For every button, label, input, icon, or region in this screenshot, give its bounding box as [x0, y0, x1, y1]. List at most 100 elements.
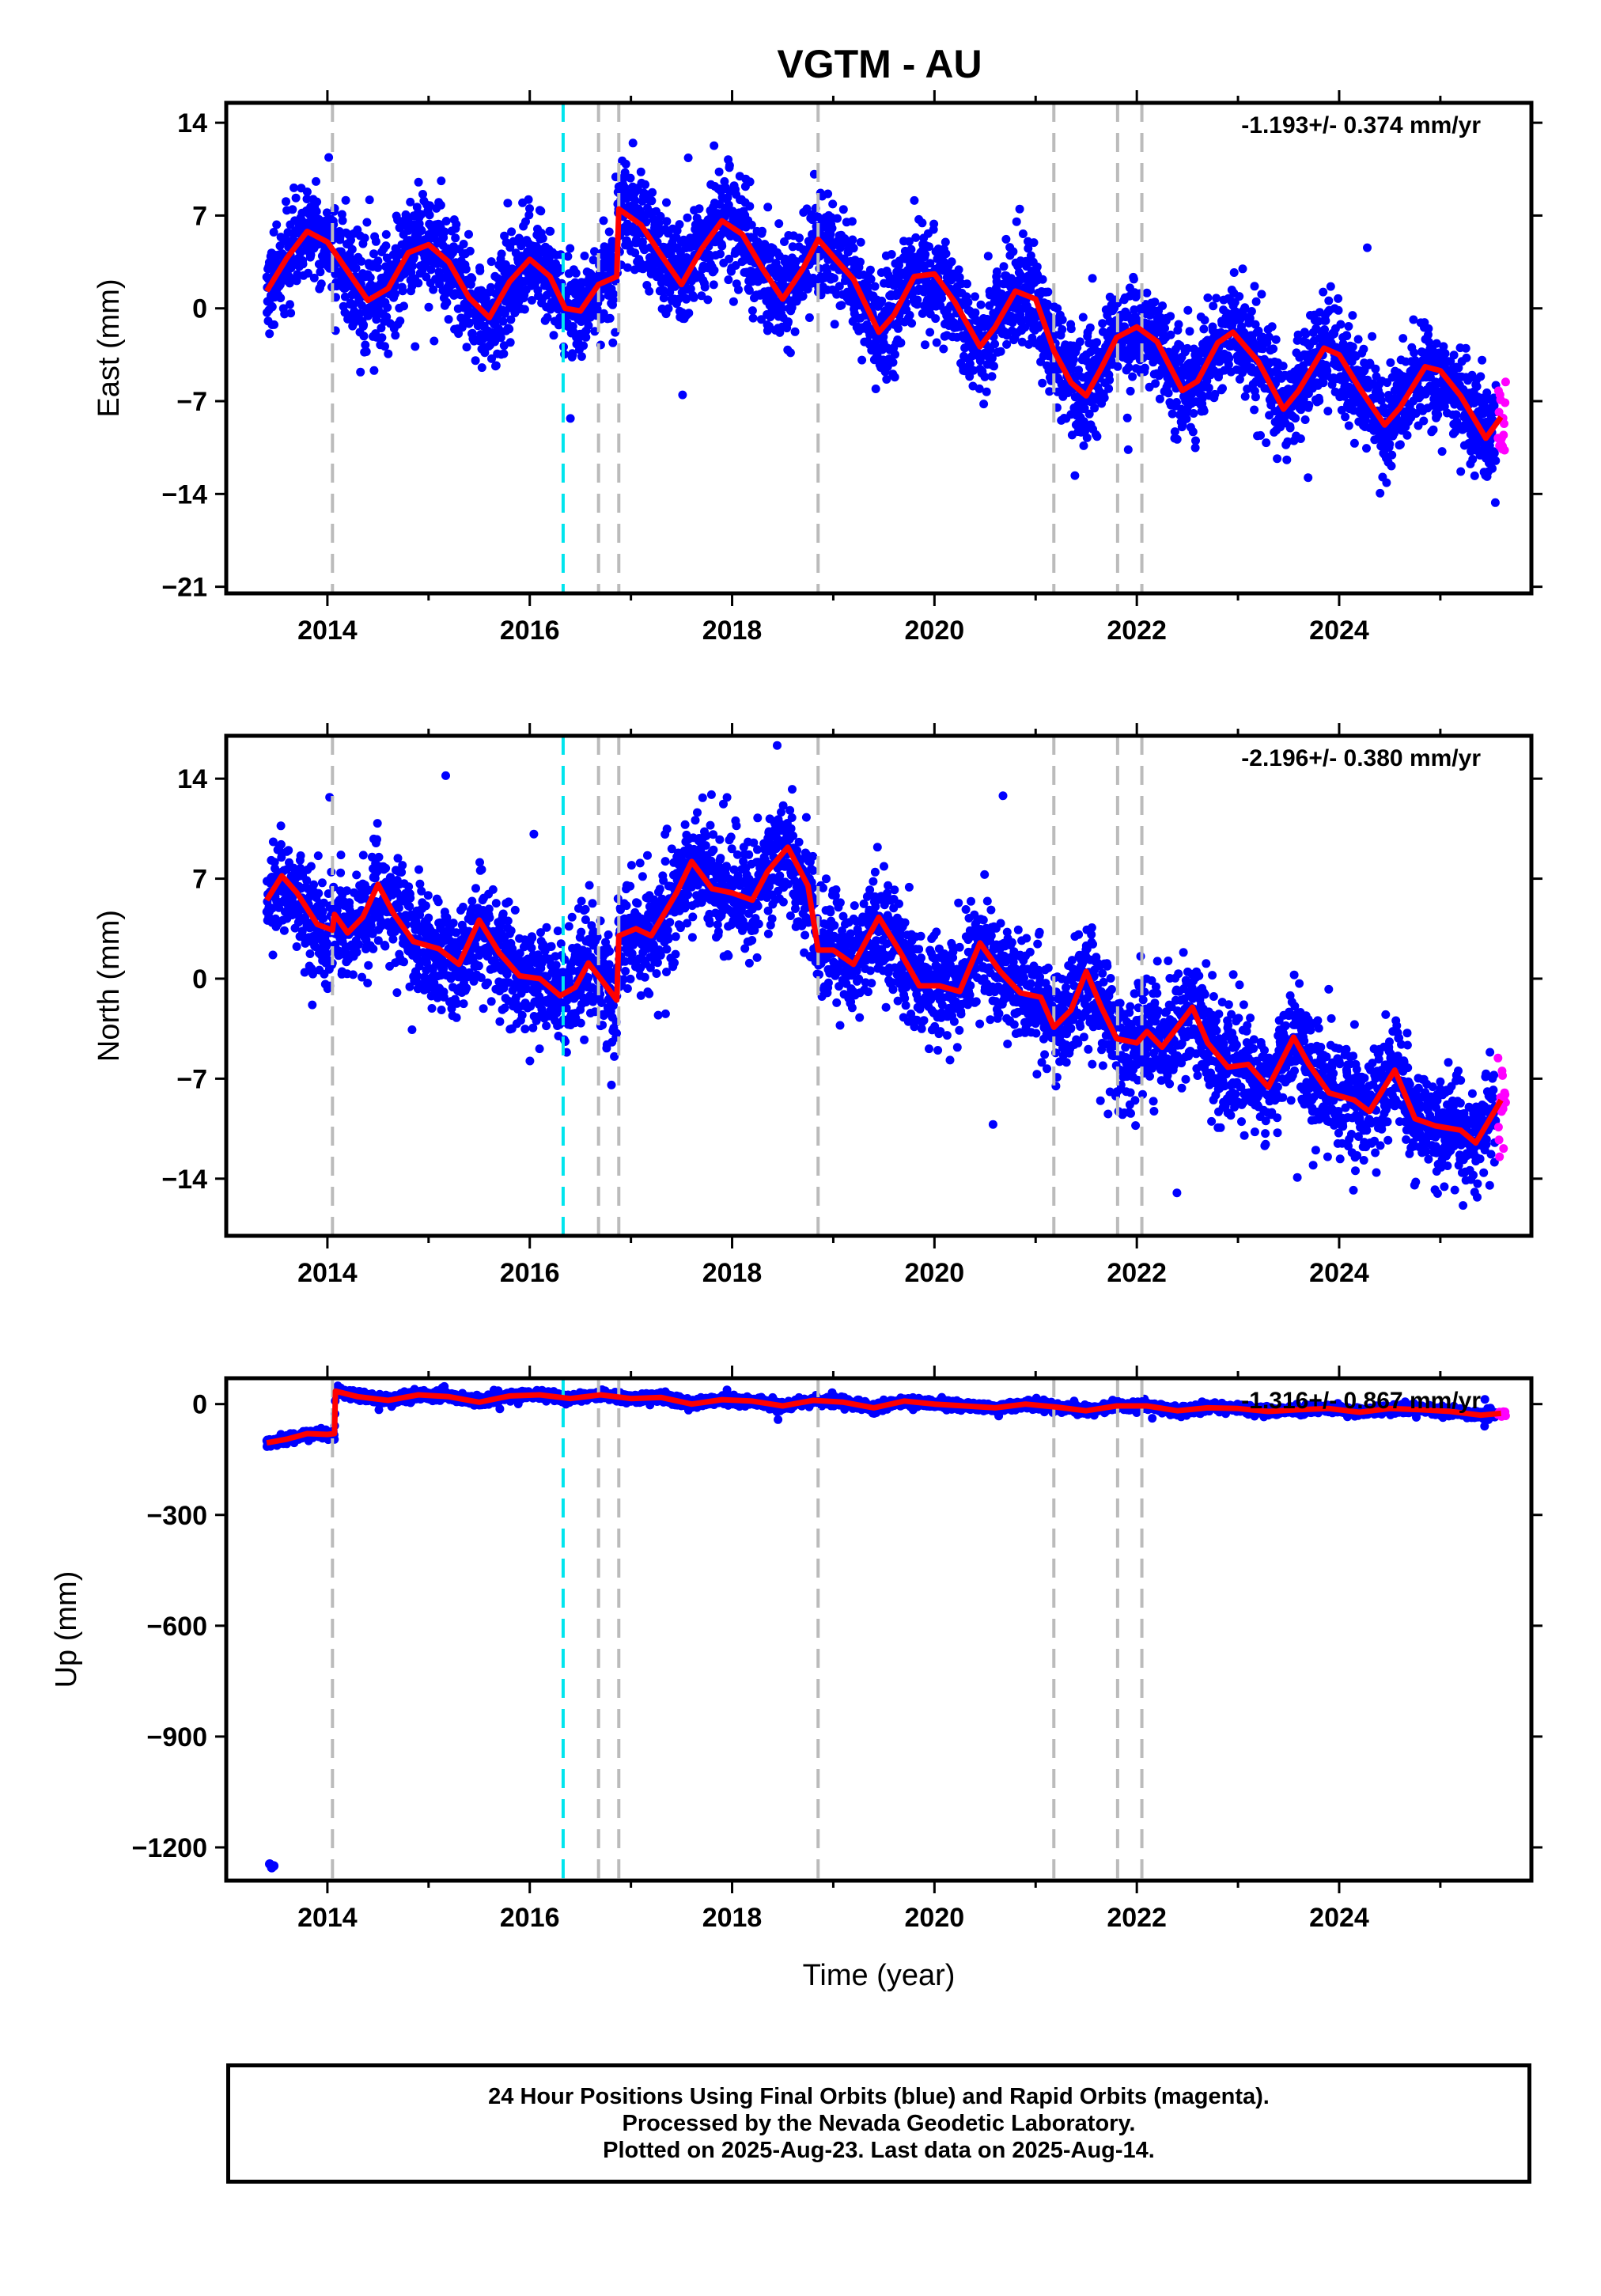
final-orbit-point: [765, 322, 774, 331]
final-orbit-point: [963, 279, 971, 289]
final-orbit-point: [1315, 396, 1324, 405]
final-orbit-point: [380, 342, 389, 351]
final-orbit-point: [866, 275, 876, 284]
final-orbit-point: [695, 204, 704, 214]
final-orbit-point: [778, 303, 787, 313]
final-orbit-point: [304, 268, 312, 278]
final-orbit-point: [371, 237, 380, 246]
final-orbit-point: [623, 263, 632, 272]
final-orbit-point: [467, 274, 477, 283]
final-orbit-point: [990, 362, 998, 371]
final-orbit-point: [921, 250, 930, 259]
final-orbit-point: [451, 233, 460, 243]
final-orbit-point: [358, 301, 366, 310]
final-orbit-point: [340, 292, 350, 301]
final-orbit-point: [406, 893, 415, 903]
final-orbit-point: [1395, 440, 1405, 449]
final-orbit-point: [348, 970, 358, 979]
final-orbit-point: [882, 375, 891, 384]
final-orbit-point: [1199, 407, 1209, 415]
final-orbit-point: [837, 301, 846, 310]
final-orbit-point: [1390, 429, 1399, 438]
final-orbit-point: [1327, 380, 1337, 389]
final-orbit-point: [486, 257, 496, 267]
final-orbit-point: [1240, 392, 1250, 401]
final-orbit-point: [906, 244, 916, 254]
final-orbit-point: [440, 227, 449, 237]
final-orbit-point: [477, 363, 486, 373]
final-orbit-point: [471, 356, 480, 366]
final-orbit-point: [626, 173, 635, 183]
final-orbit-point: [983, 252, 993, 261]
final-orbit-point: [1038, 275, 1047, 284]
final-orbit-point: [265, 329, 274, 339]
final-orbit-point: [697, 291, 706, 301]
final-orbit-point: [524, 210, 534, 220]
final-orbit-point: [703, 295, 713, 305]
final-orbit-point: [391, 331, 400, 340]
final-orbit-point: [423, 891, 433, 900]
final-orbit-point: [295, 906, 305, 915]
final-orbit-point: [1429, 400, 1438, 410]
final-orbit-point: [1251, 297, 1261, 306]
final-orbit-point: [714, 167, 724, 176]
final-orbit-point: [365, 195, 374, 205]
final-orbit-point: [1200, 316, 1209, 325]
final-orbit-point: [674, 294, 683, 304]
final-orbit-point: [408, 261, 418, 271]
final-orbit-point: [1024, 244, 1033, 253]
final-orbit-point: [830, 274, 838, 283]
final-orbit-point: [932, 338, 941, 347]
x-tick-label: 2016: [500, 616, 560, 646]
final-orbit-point: [715, 199, 725, 209]
final-orbit-point: [1382, 478, 1391, 487]
final-orbit-point: [309, 273, 319, 282]
final-orbit-point: [272, 220, 282, 229]
x-tick-label: 2014: [297, 616, 358, 646]
final-orbit-point: [848, 235, 857, 244]
final-orbit-point: [396, 316, 405, 326]
final-orbit-point: [1150, 297, 1160, 307]
final-orbit-point: [1337, 405, 1346, 415]
model-fit-line: [264, 206, 1504, 441]
final-orbit-point: [373, 256, 383, 266]
final-orbit-point: [352, 948, 361, 957]
x-tick-label: 2024: [1309, 616, 1369, 646]
final-orbit-point: [436, 200, 445, 210]
final-orbit-point: [1410, 348, 1419, 358]
final-orbit-point: [1251, 392, 1260, 402]
final-orbit-point: [716, 249, 725, 259]
final-orbit-point: [1326, 282, 1335, 291]
final-orbit-point: [1199, 324, 1209, 334]
final-orbit-point: [503, 199, 513, 208]
final-orbit-point: [910, 195, 919, 205]
final-orbit-point: [590, 327, 600, 336]
final-orbit-point: [426, 265, 436, 275]
final-orbit-point: [1267, 322, 1277, 332]
y-tick-label: 0: [192, 294, 207, 324]
final-orbit-point: [345, 898, 354, 907]
final-orbit-point: [465, 246, 475, 256]
final-orbit-point: [441, 217, 451, 225]
final-orbit-point: [1182, 414, 1191, 423]
final-orbit-point: [1210, 389, 1220, 399]
final-orbit-point: [268, 837, 278, 847]
final-orbit-point: [377, 333, 387, 343]
final-orbit-point: [1105, 375, 1115, 385]
x-tick-label: 2018: [702, 616, 763, 646]
final-orbit-point: [604, 227, 614, 237]
final-orbit-point: [1155, 394, 1164, 404]
final-orbit-point: [905, 310, 914, 320]
final-orbit-point: [621, 159, 630, 169]
final-orbit-point: [947, 257, 956, 267]
final-orbit-point: [1257, 290, 1266, 299]
final-orbit-point: [1092, 432, 1102, 441]
final-orbit-point: [725, 161, 734, 170]
final-orbit-point: [744, 286, 754, 295]
final-orbit-point: [686, 284, 695, 294]
final-orbit-point: [284, 846, 293, 855]
final-orbit-point: [384, 349, 393, 358]
final-orbit-point: [285, 278, 294, 288]
final-orbit-point: [630, 196, 640, 205]
final-orbit-point: [1038, 378, 1047, 388]
